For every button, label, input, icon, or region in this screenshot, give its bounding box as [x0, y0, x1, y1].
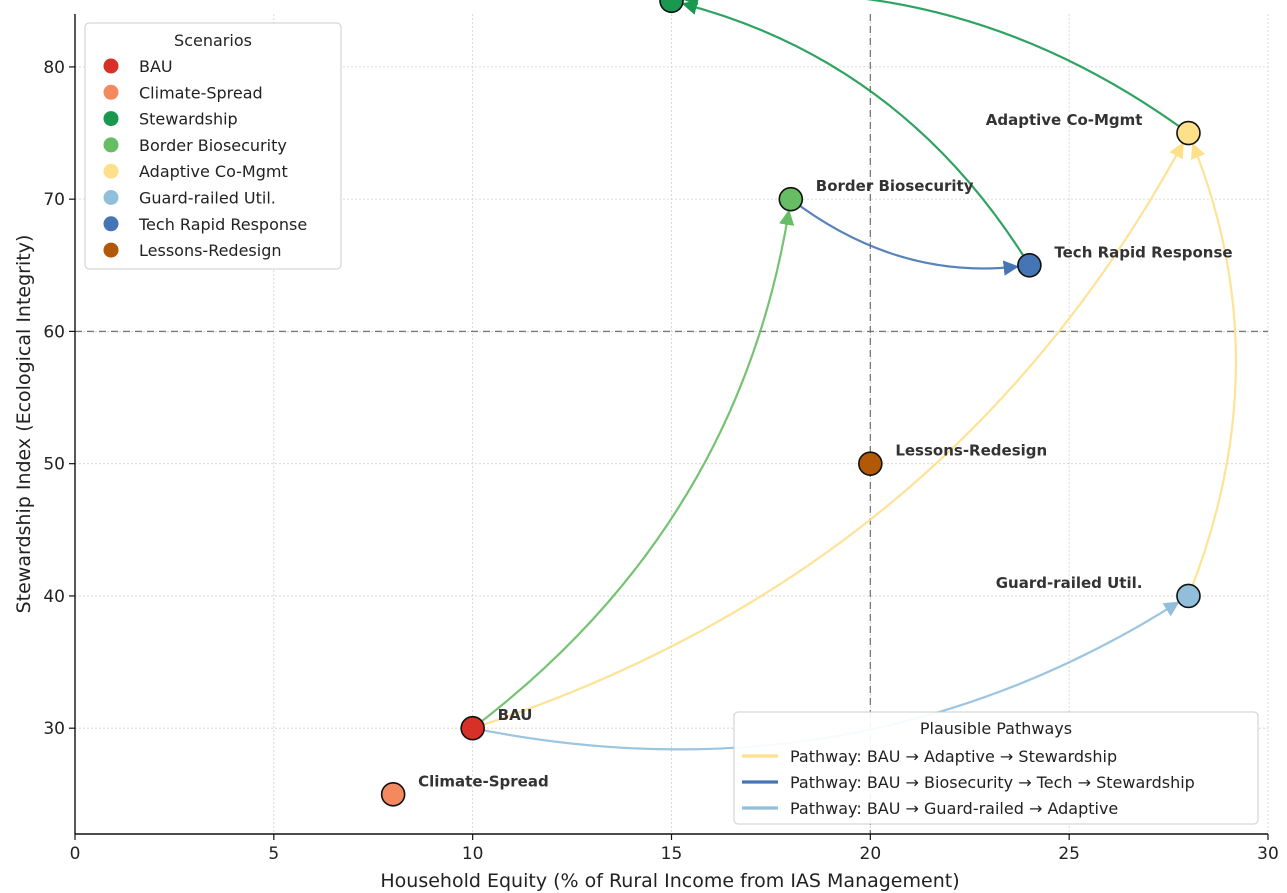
x-tick-label: 30 [1257, 844, 1279, 864]
point-label: Adaptive Co-Mgmt [986, 111, 1143, 129]
scenario-point-climate-spread [380, 782, 406, 807]
scenario-point-adaptive-co-mgmt [1176, 120, 1201, 146]
scenario-point-border-biosecurity [778, 186, 804, 212]
scenarios-legend-entry: Climate-Spread [139, 83, 263, 102]
pathway-segment [681, 0, 1031, 266]
scenarios-legend-swatch [103, 163, 119, 179]
x-tick-label: 15 [661, 844, 683, 864]
x-axis-title: Household Equity (% of Rural Income from… [380, 870, 959, 892]
x-tick-label: 10 [462, 844, 484, 864]
pathway-segment [681, 0, 1190, 134]
y-tick-label: 40 [43, 587, 65, 607]
point-label: Tech Rapid Response [1054, 243, 1232, 261]
y-tick-label: 50 [43, 455, 65, 475]
y-tick-label: 80 [43, 58, 65, 78]
scenario-point-tech-rapid-response [1017, 252, 1042, 278]
scenario-points [380, 0, 1201, 807]
scenario-point-lessons-redesign [858, 451, 883, 476]
pathways-legend-entry: Pathway: BAU → Guard-railed → Adaptive [790, 799, 1118, 818]
point-label: Climate-Spread [418, 772, 549, 790]
y-tick-label: 30 [43, 719, 65, 739]
scenarios-legend-swatch [103, 216, 119, 232]
scenarios-legend-swatch [103, 137, 119, 153]
pathway-segment [790, 198, 1020, 276]
pathways-legend: Plausible Pathways Pathway: BAU → Adaptiv… [733, 711, 1259, 825]
pathway-segment [472, 142, 1184, 730]
axes: 0 5 10 15 20 25 30 30 40 50 60 70 80 [43, 14, 1279, 864]
pathways-legend-frame [733, 711, 1259, 825]
y-tick-label: 60 [43, 322, 65, 342]
scenarios-legend-swatch [103, 84, 119, 100]
scenario-point-guard-railed-util- [1176, 583, 1201, 609]
pathways-legend-entry: Pathway: BAU → Biosecurity → Tech → Stew… [790, 773, 1195, 792]
scenarios-legend-swatch [103, 111, 119, 127]
scenarios-legend-frame [84, 22, 342, 270]
scenarios-legend-entry: Lessons-Redesign [139, 241, 282, 260]
point-label: Guard-railed Util. [996, 574, 1143, 592]
scenarios-legend-entry: BAU [139, 57, 173, 76]
scenarios-legend-entry: Adaptive Co-Mgmt [139, 162, 288, 181]
pathways-legend-title: Plausible Pathways [920, 719, 1072, 738]
reference-lines [75, 14, 1268, 834]
x-tick-label: 20 [860, 844, 882, 864]
scenarios-legend-swatch [103, 58, 119, 74]
scenarios-legend-entry: Tech Rapid Response [138, 215, 307, 234]
scenarios-legend-entry: Stewardship [139, 110, 238, 129]
scenarios-legend-swatch [103, 190, 119, 205]
pathway-segment [1187, 142, 1237, 597]
scenario-point-stewardship [659, 0, 684, 14]
scenarios-legend-entry: Guard-railed Util. [139, 189, 276, 208]
scenario-point-bau [460, 715, 485, 741]
point-label: Lessons-Redesign [895, 442, 1047, 460]
scenarios-legend-title: Scenarios [174, 31, 252, 50]
x-tick-label: 25 [1058, 844, 1080, 864]
legends: ScenariosBAUClimate-SpreadStewardshipBor… [84, 22, 1259, 825]
x-tick-label: 0 [70, 844, 81, 864]
pathway-segment [472, 209, 795, 730]
pathways-legend-entry: Pathway: BAU → Adaptive → Stewardship [790, 747, 1117, 766]
point-label: Border Biosecurity [816, 177, 974, 195]
x-tick-label: 5 [268, 844, 279, 864]
y-tick-label: 70 [43, 190, 65, 210]
scenarios-legend-swatch [103, 242, 119, 258]
y-axis-title: Stewardship Index (Ecological Integrity) [13, 235, 35, 614]
scenarios-legend-entry: Border Biosecurity [139, 136, 287, 155]
point-label: BAU [498, 706, 533, 724]
